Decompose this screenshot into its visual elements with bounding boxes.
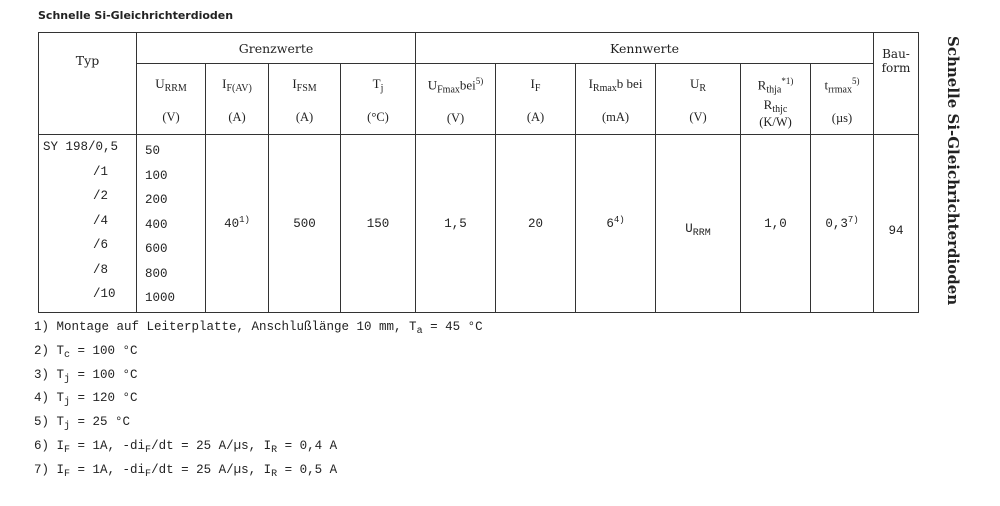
header-rth: Rthja*1) Rthjc (K/W) [740,63,811,135]
type-row: /10 [93,287,116,301]
header-grenzwerte: Grenzwerte [136,32,416,64]
irmax-value: 64) [575,134,656,313]
urrm-row: 50 [145,144,161,158]
header-bauform: Bau-form [873,32,919,135]
urrm-row: 800 [145,266,168,281]
header-trr: trrmax5) (µs) [810,63,874,135]
if-value: 20 [495,134,576,313]
urrm-row: 400 [145,217,168,232]
header-urrm: URRM (V) [136,63,206,135]
footnote: 2) Tc = 100 °C [34,343,138,361]
header-typ: Typ [38,32,137,135]
ifav-value: 401) [205,134,269,313]
urrm-row: 100 [145,168,168,183]
header-ur: UR (V) [655,63,741,135]
ur-value: URRM [655,134,741,313]
bauform-value: 94 [873,134,919,313]
footnote: 1) Montage auf Leiterplatte, Anschlußlän… [34,320,483,337]
tj-value: 150 [340,134,416,313]
header-tj: Tj (°C) [340,63,416,135]
type-row: SY 198/0,5 [43,140,119,154]
type-row: /4 [93,213,109,228]
header-if: IF (A) [495,63,576,135]
type-row: /6 [93,238,109,252]
footnote: 7) IF = 1A, -diF/dt = 25 A/µs, IR = 0,5 … [34,462,338,480]
side-title: Schnelle Si-Gleichrichterdioden [944,36,962,306]
header-ifav: IF(AV) (A) [205,63,269,135]
header-irmax: IRmaxb bei (mA) [575,63,656,135]
urrm-row: 1000 [145,291,176,305]
footnote: 6) IF = 1A, -diF/dt = 25 A/µs, IR = 0,4 … [34,439,338,456]
header-ifsm: IFSM (A) [268,63,341,135]
trr-value: 0,37) [810,134,874,313]
type-row: /8 [93,262,109,277]
header-ufmax: UFmaxbei5) (V) [415,63,496,135]
urrm-row: 600 [145,242,168,256]
type-row: /2 [93,189,109,203]
footnote: 4) Tj = 120 °C [34,391,138,409]
document-title: Schnelle Si-Gleichrichterdioden [38,9,234,22]
rth-value: 1,0 [740,134,811,313]
diode-table: Typ Grenzwerte Kennwerte Bau-form URRM (V… [38,32,919,313]
urrm-values: 50 100 200 400 600 800 1000 [136,134,206,313]
footnote: 3) Tj = 100 °C [34,367,138,385]
type-row: /1 [93,164,109,179]
ufmax-value: 1,5 [415,134,496,313]
header-kennwerte: Kennwerte [415,32,874,64]
type-column: SY 198/0,5/1/2/4/6/8/10 [38,134,137,313]
urrm-row: 200 [145,193,168,207]
ifsm-value: 500 [268,134,341,313]
footnote: 5) Tj = 25 °C [34,415,131,433]
